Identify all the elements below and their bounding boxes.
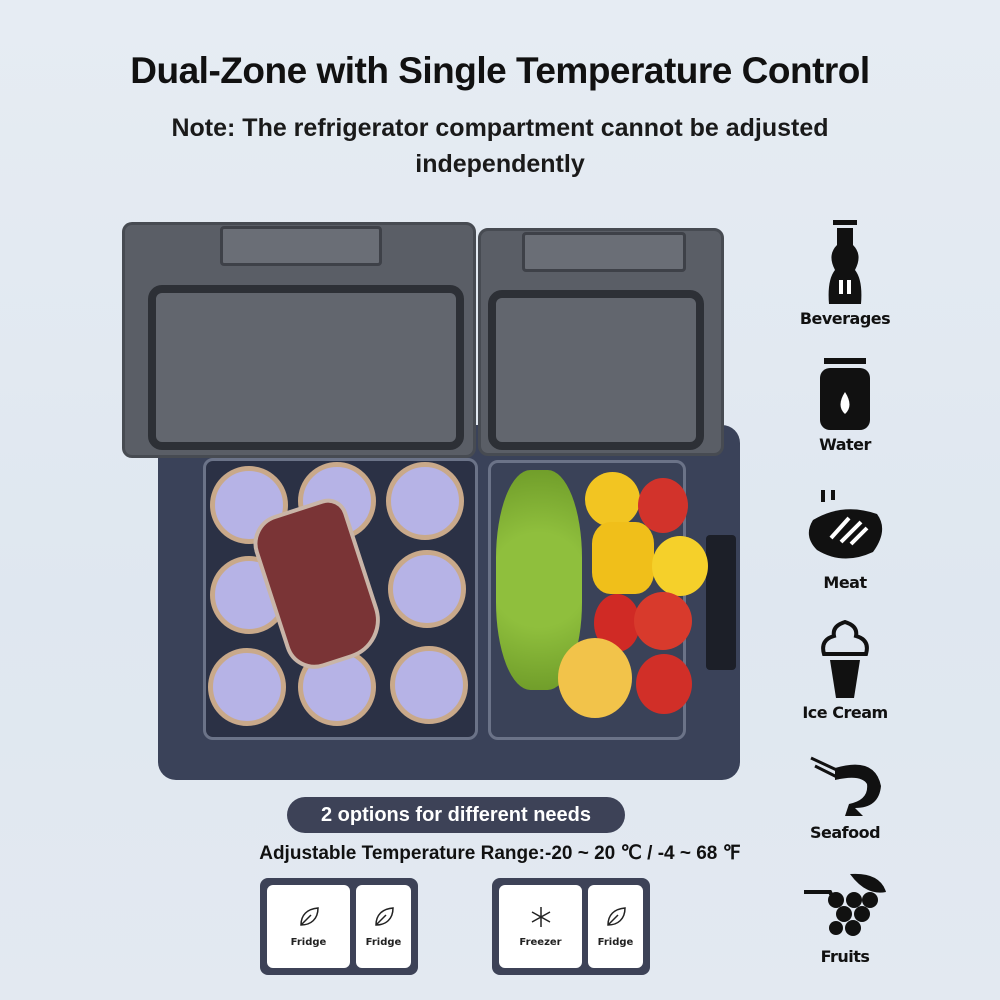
grapes-icon	[804, 873, 886, 936]
use-label: Seafood	[809, 823, 881, 842]
use-meat: Meat	[785, 490, 905, 592]
use-label: Meat	[823, 573, 867, 592]
zone-fridge: Fridge	[588, 885, 643, 968]
use-beverages: Beverages	[785, 220, 905, 328]
cooler-image	[122, 222, 740, 780]
shrimp-icon	[810, 756, 881, 816]
use-seafood: Seafood	[785, 752, 905, 842]
zone-fridge: Fridge	[267, 885, 350, 968]
note-line-1: Note: The refrigerator compartment canno…	[171, 114, 829, 142]
use-label: Beverages	[799, 309, 891, 328]
zone-freezer: Freezer	[499, 885, 582, 968]
page-title: Dual-Zone with Single Temperature Contro…	[130, 50, 870, 91]
jar-icon	[820, 358, 870, 430]
steak-icon	[808, 490, 883, 559]
note-line-2: independently	[415, 150, 585, 178]
use-label: Fruits	[820, 947, 870, 966]
use-ice-cream: Ice Cream	[785, 619, 905, 722]
zone-label: Fridge	[290, 937, 327, 948]
use-fruits: Fruits	[785, 870, 905, 966]
use-label: Ice Cream	[802, 703, 888, 722]
use-water: Water	[785, 358, 905, 454]
zone-label: Fridge	[597, 937, 634, 948]
zone-label: Fridge	[365, 937, 402, 948]
leaf-icon	[299, 907, 319, 926]
use-label: Water	[819, 435, 871, 454]
options-pill: 2 options for different needs	[287, 797, 625, 833]
option-freezer-fridge: Freezer Fridge	[492, 878, 650, 975]
ice-cream-icon	[821, 619, 869, 698]
zone-fridge: Fridge	[356, 885, 411, 968]
temperature-range: Adjustable Temperature Range:-20 ~ 20 ℃ …	[259, 843, 741, 864]
bottle-icon	[828, 220, 862, 304]
snowflake-icon	[531, 907, 550, 927]
zone-label: Freezer	[519, 937, 562, 948]
option-fridge-fridge: Fridge Fridge	[260, 878, 418, 975]
leaf-icon	[374, 907, 394, 926]
leaf-icon	[606, 907, 626, 926]
